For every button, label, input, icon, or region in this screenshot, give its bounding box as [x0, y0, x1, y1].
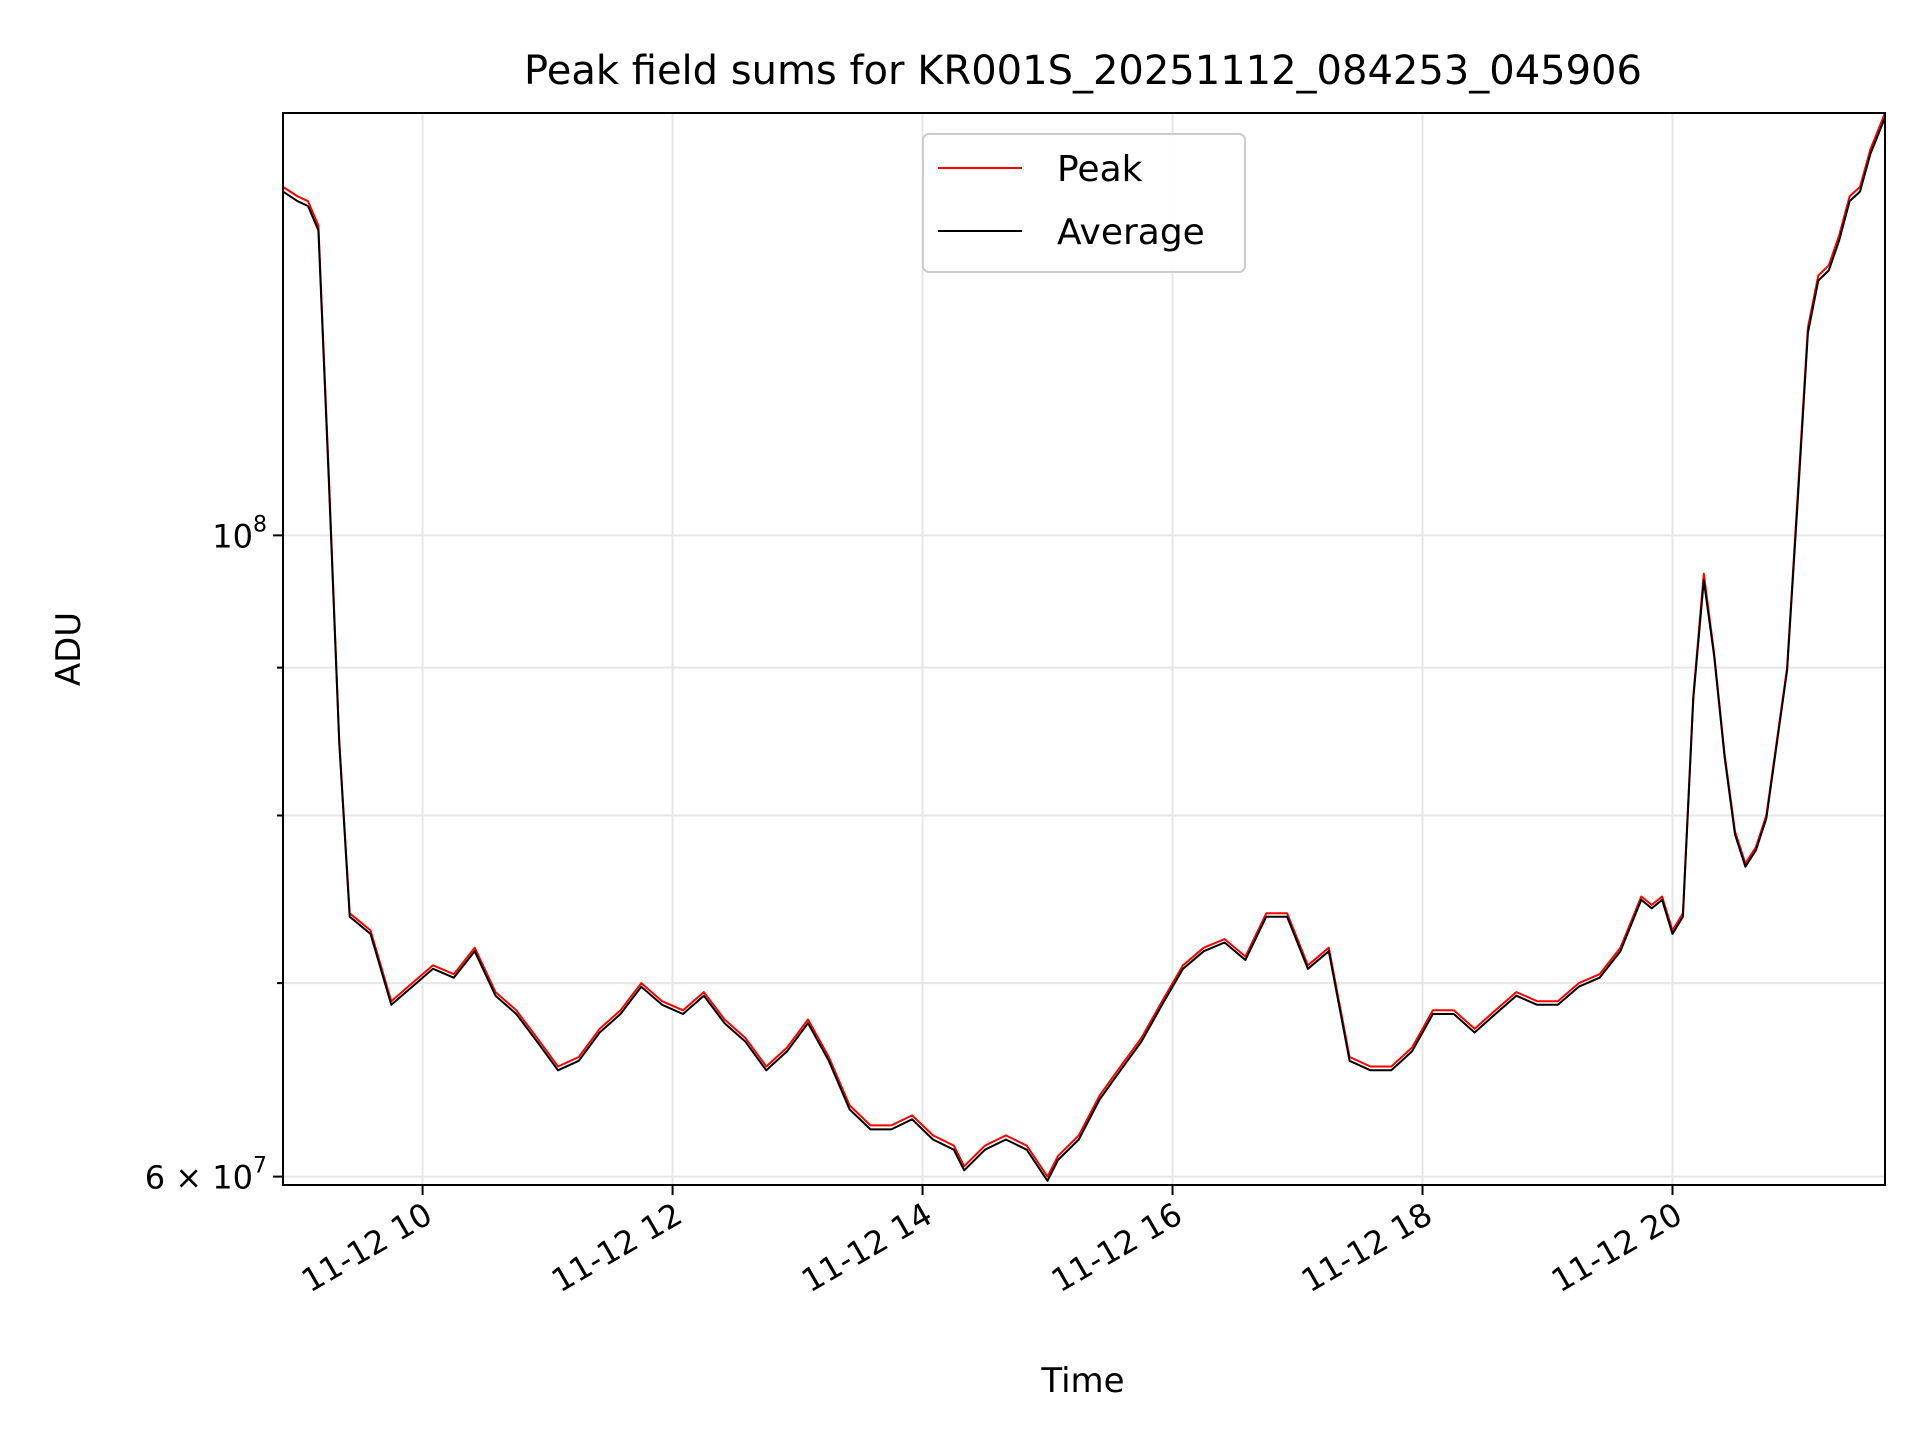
legend-label-average: Average	[1057, 212, 1205, 253]
y-tick-label-exponent: 7	[253, 1154, 267, 1179]
y-tick-label-exponent: 8	[253, 512, 267, 537]
series-lines	[282, 112, 1886, 1182]
series-line-average	[282, 117, 1886, 1182]
y-tick-label: 108	[212, 512, 267, 555]
legend: Peak Average	[922, 133, 1246, 273]
chart-title: Peak field sums for KR001S_20251112_0842…	[524, 48, 1642, 94]
x-axis-label: Time	[1040, 1361, 1124, 1401]
y-tick-label-base: 6 × 10	[145, 1159, 253, 1197]
y-axis-label: ADU	[49, 612, 89, 686]
grid	[283, 113, 1885, 1185]
plot-area-background	[283, 113, 1885, 1185]
y-tick-label: 6 × 107	[145, 1154, 267, 1197]
y-tick-label-base: 10	[212, 517, 253, 555]
plot-frame	[282, 112, 1886, 1186]
legend-label-peak: Peak	[1057, 149, 1143, 190]
